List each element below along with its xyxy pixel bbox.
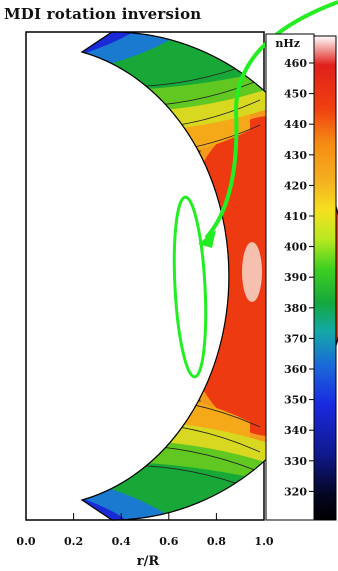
x-tick-label: 0.2 xyxy=(64,535,83,548)
x-tick-label: 0.8 xyxy=(207,535,226,548)
x-tick-label: 0.4 xyxy=(112,535,131,548)
x-tick-label: 1.0 xyxy=(254,535,273,548)
colorbar-tick-label: 320 xyxy=(284,485,307,498)
x-tick-label: 0.0 xyxy=(16,535,35,548)
colorbar-tick-label: 330 xyxy=(284,455,307,468)
colorbar-tick-label: 450 xyxy=(284,88,307,101)
colorbar-unit: nHz xyxy=(275,37,300,50)
chart-title: MDI rotation inversion xyxy=(4,5,202,23)
x-tick-label: 0.6 xyxy=(159,535,178,548)
colorbar-ticks: 460 450 440 430 420 410 400 390 380 370 360 350 340 3… xyxy=(284,57,314,498)
x-axis: 0.0 0.2 0.4 0.6 0.8 1.0 xyxy=(16,513,274,548)
colorbar-tick-label: 380 xyxy=(284,302,307,315)
colorbar-tick-label: 400 xyxy=(284,241,307,254)
x-axis-label: r/R xyxy=(137,554,160,569)
colorbar-tick-label: 460 xyxy=(284,57,307,70)
annotation-arrowhead xyxy=(198,230,216,248)
colorbar-tick-label: 390 xyxy=(284,271,307,284)
annotation-ellipse xyxy=(172,195,208,379)
colorbar-tick-label: 420 xyxy=(284,179,307,192)
colorbar-tick-label: 430 xyxy=(284,149,307,162)
colorbar-tick-label: 370 xyxy=(284,332,307,345)
colorbar-label-box xyxy=(265,33,315,521)
colorbar-tick-label: 340 xyxy=(284,424,307,437)
colorbar-tick-label: 440 xyxy=(284,118,307,131)
colorbar-tick-label: 410 xyxy=(284,210,307,223)
colorbar-tick-label: 360 xyxy=(284,363,307,376)
annotation-arrow xyxy=(204,0,338,240)
colorbar-tick-label: 350 xyxy=(284,394,307,407)
colorbar-gradient xyxy=(313,35,337,521)
